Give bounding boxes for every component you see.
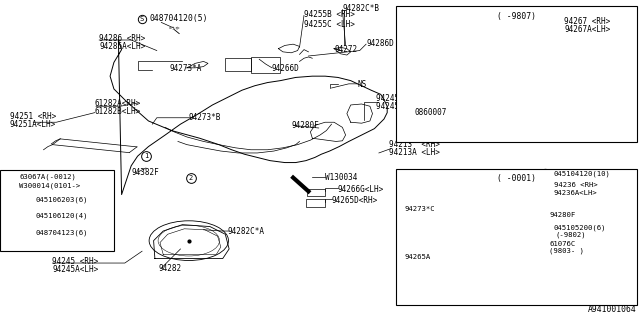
Text: 1: 1 — [413, 27, 417, 32]
Text: 048704120(5): 048704120(5) — [150, 14, 208, 23]
Text: 94382F: 94382F — [131, 168, 159, 177]
Text: 3: 3 — [7, 213, 11, 219]
Text: 94266G<LH>: 94266G<LH> — [338, 185, 384, 194]
Text: 94286D: 94286D — [366, 39, 394, 48]
Text: 94245 <RH>: 94245 <RH> — [52, 257, 99, 266]
Text: 94272: 94272 — [334, 45, 357, 54]
Text: 1: 1 — [144, 153, 148, 159]
Text: 94251A<LH>: 94251A<LH> — [10, 120, 56, 129]
Text: (-9802): (-9802) — [556, 232, 586, 238]
Text: 94273*B: 94273*B — [189, 113, 221, 122]
Text: 045106203(6): 045106203(6) — [36, 197, 88, 203]
Text: 94265A: 94265A — [404, 254, 431, 260]
Text: 048704123(6): 048704123(6) — [36, 230, 88, 236]
Text: (9803- ): (9803- ) — [549, 248, 584, 254]
Text: S: S — [140, 16, 144, 21]
Text: 4: 4 — [558, 81, 562, 86]
Text: S: S — [25, 197, 29, 203]
Text: 94282C*A: 94282C*A — [227, 227, 264, 236]
Text: ( -0001): ( -0001) — [497, 174, 536, 183]
Text: 2: 2 — [7, 197, 11, 203]
Text: 045104120(10): 045104120(10) — [554, 170, 611, 177]
Text: 94255B <RH>: 94255B <RH> — [304, 10, 355, 19]
Text: NS: NS — [357, 80, 366, 89]
Text: 045106120(4): 045106120(4) — [36, 213, 88, 219]
Text: 94273*A: 94273*A — [170, 64, 202, 73]
Text: 94245G <RH>: 94245G <RH> — [376, 94, 427, 103]
Bar — [396, 169, 637, 305]
Text: S: S — [543, 225, 547, 230]
Text: 63067A(-0012): 63067A(-0012) — [19, 173, 76, 180]
Text: 94236A<LH>: 94236A<LH> — [554, 190, 597, 196]
Text: S: S — [25, 230, 29, 236]
Text: 61076C: 61076C — [549, 241, 575, 247]
Text: 94236 <RH>: 94236 <RH> — [554, 182, 597, 188]
Bar — [307, 189, 325, 196]
Bar — [0, 170, 114, 251]
Bar — [225, 58, 251, 71]
Text: 2: 2 — [507, 102, 511, 108]
Text: S: S — [543, 171, 547, 176]
Text: W300014(0101->: W300014(0101-> — [19, 182, 81, 189]
Text: 94265D<RH>: 94265D<RH> — [332, 196, 378, 204]
Text: 94255C <LH>: 94255C <LH> — [304, 20, 355, 28]
Text: 94273*C: 94273*C — [404, 206, 435, 212]
Text: 94213A <LH>: 94213A <LH> — [389, 148, 440, 157]
Text: 0860007: 0860007 — [415, 108, 447, 117]
Text: 94282C*B: 94282C*B — [342, 4, 380, 12]
Text: 94267A<LH>: 94267A<LH> — [564, 25, 611, 34]
Text: A941001064: A941001064 — [588, 305, 637, 314]
Text: 94251 <RH>: 94251 <RH> — [10, 112, 56, 121]
Text: 61282B<LH>: 61282B<LH> — [95, 107, 141, 116]
Text: 94280F: 94280F — [549, 212, 575, 218]
Bar — [396, 6, 637, 142]
Text: 94282: 94282 — [159, 264, 182, 273]
Text: 94213  <RH>: 94213 <RH> — [389, 140, 440, 149]
Text: S: S — [25, 213, 29, 219]
Text: 94245H <LH>: 94245H <LH> — [376, 102, 427, 111]
Text: 2: 2 — [189, 175, 193, 180]
Text: W130034: W130034 — [325, 173, 358, 182]
Text: 94245A<LH>: 94245A<LH> — [52, 265, 99, 274]
Text: ( -9807): ( -9807) — [497, 12, 536, 21]
Bar — [251, 57, 280, 73]
Text: 045105200(6): 045105200(6) — [554, 225, 606, 231]
Text: 1: 1 — [7, 174, 11, 180]
Bar — [306, 199, 325, 207]
Text: 94286A<LH>: 94286A<LH> — [99, 42, 145, 51]
Text: 4: 4 — [7, 230, 11, 236]
Text: 94286 <RH>: 94286 <RH> — [99, 34, 145, 43]
Text: 94267 <RH>: 94267 <RH> — [564, 17, 611, 26]
Text: 94266D: 94266D — [272, 64, 300, 73]
Text: 61282A<RH>: 61282A<RH> — [95, 99, 141, 108]
Text: 94280F: 94280F — [291, 121, 319, 130]
